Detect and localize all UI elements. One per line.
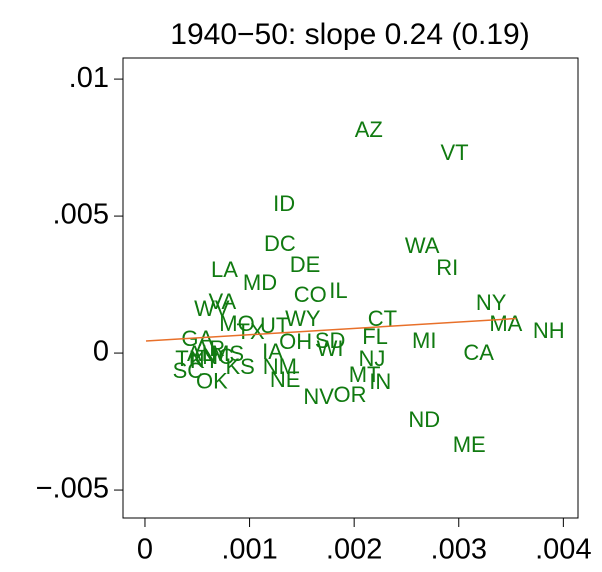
point-label: AL	[187, 341, 214, 366]
point-label: NH	[533, 318, 565, 343]
point-label: LA	[211, 257, 238, 282]
point-label: MD	[243, 270, 277, 295]
point-label: NE	[270, 367, 301, 392]
fit-line	[145, 317, 517, 342]
x-tick-label: .001	[221, 534, 277, 566]
point-label: WY	[285, 306, 321, 331]
point-label: AZ	[355, 117, 383, 142]
point-label: MS	[211, 341, 244, 366]
point-label: WV	[194, 296, 230, 321]
chart-title: 1940−50: slope 0.24 (0.19)	[170, 18, 529, 51]
point-label: WA	[405, 233, 440, 258]
y-tick-label: −.005	[36, 473, 109, 505]
point-label: OR	[333, 382, 366, 407]
y-tick-label: 0	[93, 336, 109, 368]
point-label: WI	[317, 336, 344, 361]
point-label: SC	[173, 358, 204, 383]
point-label: NV	[303, 384, 334, 409]
point-label: ID	[273, 191, 295, 216]
point-label: NY	[476, 290, 507, 315]
point-label: DC	[264, 231, 296, 256]
x-tick-label: .004	[535, 534, 591, 566]
point-label: KY	[190, 348, 220, 373]
point-label: MT	[349, 362, 381, 387]
point-label: TN	[175, 346, 204, 371]
point-label: MA	[489, 311, 522, 336]
point-label: CO	[294, 282, 327, 307]
point-label: OK	[196, 369, 228, 394]
point-label: NC	[202, 344, 234, 369]
point-label: CA	[463, 340, 494, 365]
point-label: KS	[225, 354, 254, 379]
point-label: NM	[263, 354, 297, 379]
y-tick-label: .005	[53, 199, 109, 231]
point-label: VA	[209, 289, 237, 314]
point-label: IN	[369, 369, 391, 394]
x-tick-label: 0	[137, 534, 153, 566]
x-tick-label: .003	[431, 534, 487, 566]
point-label: ND	[408, 407, 440, 432]
point-label: DE	[290, 252, 321, 277]
point-label: NJ	[358, 346, 385, 371]
x-tick-label: .002	[326, 534, 382, 566]
point-label: MI	[412, 328, 436, 353]
point-label: SD	[315, 328, 346, 353]
point-label: TX	[237, 319, 265, 344]
plot-frame	[122, 57, 579, 519]
y-tick-label: .01	[69, 62, 109, 94]
point-label: IA	[262, 339, 283, 364]
point-label: RI	[436, 255, 458, 280]
point-label: VT	[441, 140, 469, 165]
point-label: IL	[329, 278, 347, 303]
point-label: AR	[195, 336, 226, 361]
point-label: ME	[453, 432, 486, 457]
point-label: MO	[219, 311, 254, 336]
